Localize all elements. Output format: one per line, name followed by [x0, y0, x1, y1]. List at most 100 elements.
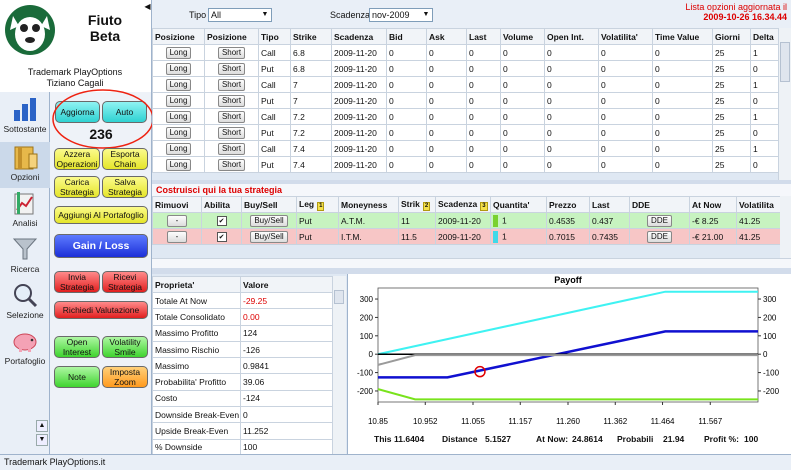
short-button[interactable]: Short — [217, 46, 246, 59]
properties-scrollbar[interactable] — [332, 276, 346, 454]
note-button[interactable]: Note — [54, 366, 100, 388]
table-cell: 0 — [386, 92, 427, 109]
options-header-cell[interactable]: Giorni — [712, 28, 751, 45]
short-button[interactable]: Short — [217, 78, 246, 91]
nav-item-analisi[interactable]: Analisi — [0, 190, 50, 236]
collapse-arrow-icon[interactable]: ◀ — [144, 2, 151, 11]
buy-sell-button[interactable]: Buy/Sell — [250, 230, 288, 243]
strategy-cell: 41.25 — [736, 228, 781, 245]
nav-item-ricerca[interactable]: Ricerca — [0, 236, 50, 282]
table-cell: Short — [204, 140, 259, 157]
scroll-up-icon[interactable]: ▲ — [36, 420, 48, 432]
strategy-header-cell[interactable]: Strik 2 — [398, 196, 436, 213]
strategy-header-cell[interactable]: At Now — [689, 196, 737, 213]
options-header-cell[interactable]: Bid — [386, 28, 427, 45]
options-header-cell[interactable]: Delta — [750, 28, 779, 45]
strategy-header-cell[interactable]: Last — [589, 196, 630, 213]
profit-label: Profit %: — [704, 434, 739, 444]
invia-strategia-button[interactable]: Invia Strategia — [54, 271, 100, 293]
auto-button[interactable]: Auto — [102, 101, 147, 123]
enable-checkbox[interactable]: ✔ — [216, 232, 227, 242]
long-button[interactable]: Long — [165, 94, 192, 107]
ricevi-strategia-button[interactable]: Ricevi Strategia — [102, 271, 148, 293]
options-table-scrollbar[interactable] — [778, 28, 791, 180]
buy-sell-button[interactable]: Buy/Sell — [250, 214, 288, 227]
short-button[interactable]: Short — [217, 142, 246, 155]
short-button[interactable]: Short — [217, 62, 246, 75]
tipo-select[interactable]: All ▼ — [208, 8, 272, 22]
strategy-header-cell[interactable]: Prezzo — [546, 196, 590, 213]
strategy-header-cell[interactable]: Rimuovi — [152, 196, 202, 213]
dde-button[interactable]: DDE — [647, 214, 672, 227]
scrollbar-thumb[interactable] — [334, 290, 344, 304]
scrollbar-thumb[interactable] — [780, 42, 790, 82]
y-tick-label-right: 300 — [763, 295, 777, 304]
long-button[interactable]: Long — [165, 46, 192, 59]
strategy-header-cell[interactable]: Leg 1 — [296, 196, 339, 213]
imposta-zoom-button[interactable]: Imposta Zoom — [102, 366, 148, 388]
options-header-cell[interactable]: Posizione — [204, 28, 259, 45]
aggiorna-button[interactable]: Aggiorna — [55, 101, 100, 123]
strategy-header-cell[interactable]: Abilita — [201, 196, 242, 213]
quantity-value[interactable]: 1 — [502, 214, 507, 225]
strategy-cell: 41.25 — [736, 212, 781, 229]
options-header-cell[interactable]: Volume — [500, 28, 545, 45]
remove-leg-button[interactable]: - — [166, 214, 188, 227]
this-value: 11.6404 — [394, 434, 425, 444]
quantity-value[interactable]: 1 — [502, 230, 507, 241]
long-button[interactable]: Long — [165, 62, 192, 75]
options-header-cell[interactable]: Tipo — [258, 28, 291, 45]
strategy-header-cell[interactable]: DDE — [629, 196, 690, 213]
options-header-cell[interactable]: Open Int. — [544, 28, 599, 45]
strategy-hscrollbar[interactable] — [152, 258, 791, 268]
strategy-header-cell[interactable]: Volatilita — [736, 196, 781, 213]
enable-checkbox[interactable]: ✔ — [216, 216, 227, 226]
remove-leg-button[interactable]: - — [166, 230, 188, 243]
scadenza-label: Scadenza — [330, 10, 371, 20]
options-header-cell[interactable]: Scadenza — [331, 28, 387, 45]
short-button[interactable]: Short — [217, 110, 246, 123]
nav-item-portafoglio[interactable]: Portafoglio — [0, 328, 50, 374]
options-header-cell[interactable]: Posizione — [152, 28, 205, 45]
long-button[interactable]: Long — [165, 78, 192, 91]
short-button[interactable]: Short — [217, 126, 246, 139]
richiedi-valutazione-button[interactable]: Richiedi Valutazione — [54, 301, 148, 319]
scroll-down-icon[interactable]: ▼ — [36, 434, 48, 446]
salva-strategia-button[interactable]: Salva Strategia — [102, 176, 148, 198]
dde-button[interactable]: DDE — [647, 230, 672, 243]
esporta-chain-button[interactable]: Esporta Chain — [102, 148, 148, 170]
chart-title: Payoff — [554, 275, 583, 285]
strategy-header-cell[interactable]: Buy/Sell — [241, 196, 297, 213]
strategy-header-label: At Now — [692, 199, 722, 210]
options-header-cell[interactable]: Time Value — [652, 28, 713, 45]
scadenza-select[interactable]: nov-2009 ▼ — [369, 8, 433, 22]
aggiungi-portafoglio-button[interactable]: Aggiungi Al Portafoglio — [54, 206, 148, 224]
options-header-cell[interactable]: Volatilita' — [598, 28, 653, 45]
table-cell: 0 — [426, 60, 467, 77]
nav-item-selezione[interactable]: Selezione — [0, 282, 50, 328]
splitter[interactable] — [152, 180, 791, 184]
short-button[interactable]: Short — [217, 94, 246, 107]
options-header-cell[interactable]: Ask — [426, 28, 467, 45]
strategy-header-cell[interactable]: Scadenza 3 — [435, 196, 491, 213]
plot-area — [377, 287, 759, 403]
long-button[interactable]: Long — [165, 110, 192, 123]
splitter[interactable] — [152, 268, 791, 274]
azzera-operazioni-button[interactable]: Azzera Operazioni — [54, 148, 100, 170]
short-button[interactable]: Short — [217, 158, 246, 171]
strategy-header-cell[interactable]: Moneyness — [338, 196, 399, 213]
volatility-smile-button[interactable]: Volatility Smile — [102, 336, 148, 358]
nav-item-opzioni[interactable]: Opzioni — [0, 142, 50, 188]
open-interest-button[interactable]: Open Interest — [54, 336, 100, 358]
options-header-cell[interactable]: Strike — [290, 28, 332, 45]
long-button[interactable]: Long — [165, 126, 192, 139]
options-chain-table: Posizione Posizione Tipo Strike Scadenza Bid A… — [152, 28, 779, 173]
chart-footer: This 11.6404 Distance 5.1527 At Now: 24.… — [352, 434, 788, 448]
gain-loss-button[interactable]: Gain / Loss — [54, 234, 148, 258]
long-button[interactable]: Long — [165, 158, 192, 171]
nav-item-sottostante[interactable]: Sottostante — [0, 96, 50, 142]
long-button[interactable]: Long — [165, 142, 192, 155]
carica-strategia-button[interactable]: Carica Strategia — [54, 176, 100, 198]
strategy-header-cell[interactable]: Quantita' — [490, 196, 547, 213]
options-header-cell[interactable]: Last — [466, 28, 501, 45]
